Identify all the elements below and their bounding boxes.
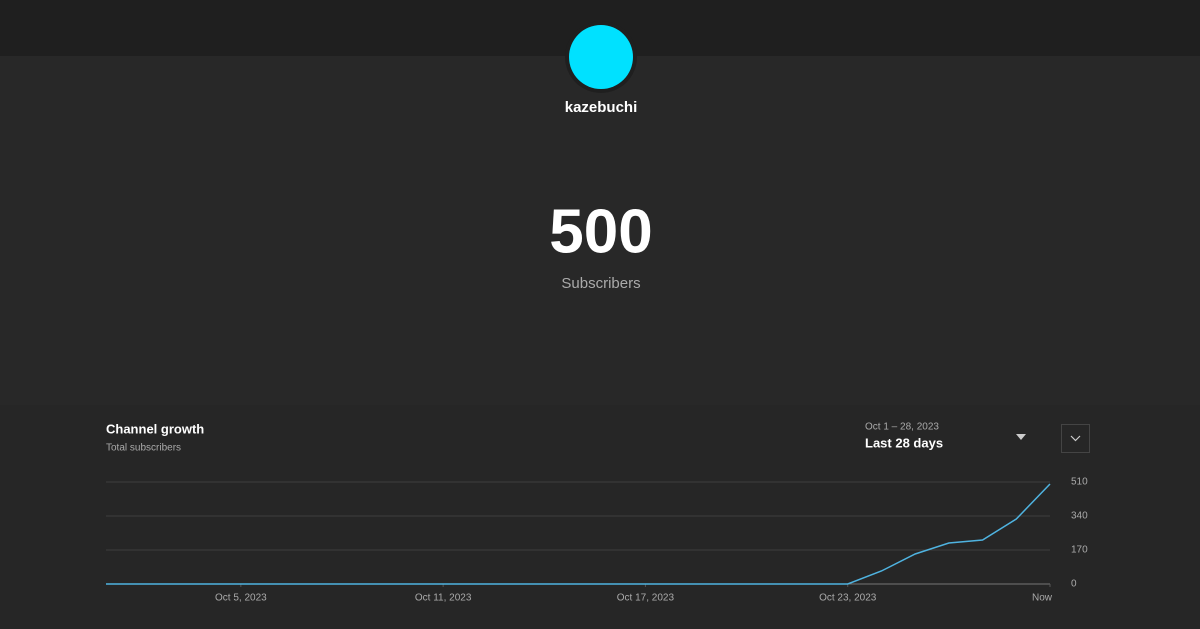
chevron: [1070, 435, 1081, 442]
button-box: [1061, 424, 1090, 453]
channel-name: kazebuchi: [565, 99, 638, 116]
period-dropdown[interactable]: Oct 1 – 28, 2023 Last 28 days: [865, 422, 1026, 451]
subscriber-count: 500: [549, 197, 652, 266]
x-tick-label: Oct 17, 2023: [617, 593, 675, 604]
chart-title: Channel growth: [106, 421, 204, 436]
expand-button[interactable]: [1061, 424, 1090, 453]
x-tick-label: Oct 23, 2023: [819, 593, 877, 604]
date-range: Oct 1 – 28, 2023: [865, 422, 939, 433]
subscriber-label: Subscribers: [561, 275, 640, 292]
chart-subtitle: Total subscribers: [106, 443, 181, 454]
y-tick-label: 0: [1071, 579, 1077, 590]
y-tick-label: 340: [1071, 511, 1088, 522]
chart-panel: [0, 405, 1200, 629]
x-tick-label: Now: [1032, 593, 1053, 604]
x-tick-label: Oct 5, 2023: [215, 593, 267, 604]
x-tick-label: Oct 11, 2023: [415, 593, 472, 604]
period: Last 28 days: [865, 435, 943, 450]
y-tick-label: 170: [1071, 545, 1088, 556]
avatar: [569, 25, 633, 89]
y-tick-label: 510: [1071, 477, 1088, 488]
dropdown-arrow: [1016, 434, 1026, 440]
line: [106, 483, 1051, 585]
